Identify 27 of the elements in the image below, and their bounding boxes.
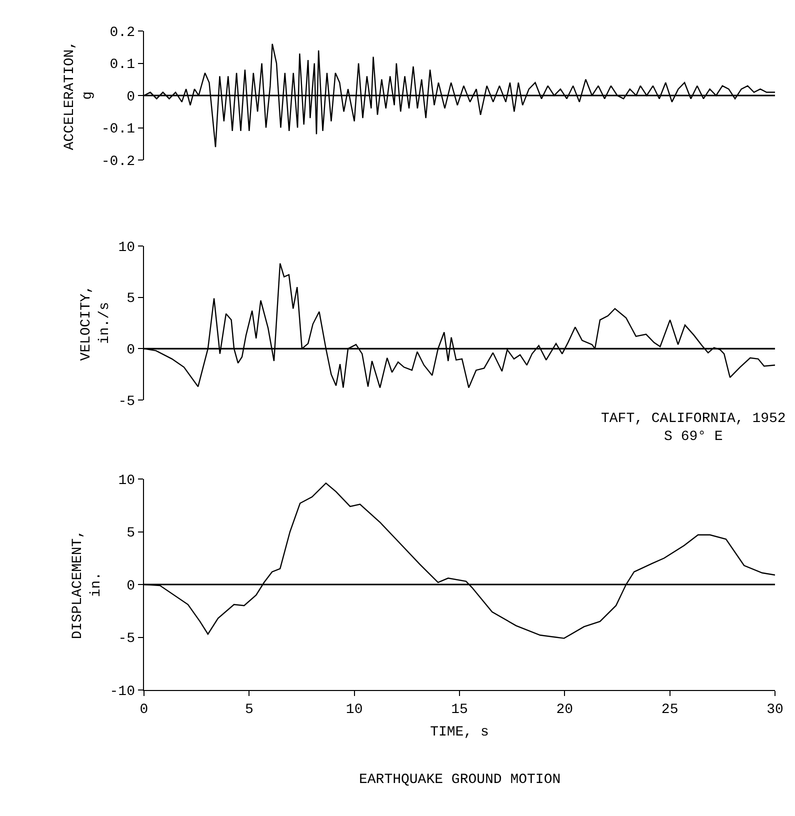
y-axis-title: ACCELERATION, g bbox=[62, 40, 96, 150]
y-tick-label: -0.2 bbox=[101, 154, 135, 170]
y-tick-label: -10 bbox=[110, 684, 135, 700]
x-tick-label: 0 bbox=[140, 702, 148, 718]
y-tick-label: 0 bbox=[126, 89, 135, 106]
text: TAFT, CALIFORNIA, 1952 S 69° E bbox=[601, 411, 786, 446]
x-tick-label: 5 bbox=[244, 702, 254, 718]
x-axis-title: TIME, s bbox=[430, 724, 489, 740]
y-tick-label: 0.1 bbox=[110, 57, 135, 74]
x-tick-label: 20 bbox=[556, 702, 574, 718]
y-tick-label: 5 bbox=[126, 526, 135, 542]
y-tick-label: 0.2 bbox=[110, 24, 135, 41]
x-tick-label: 30 bbox=[766, 702, 784, 718]
text: EARTHQUAKE GROUND MOTION bbox=[359, 772, 561, 788]
y-axis-title: VELOCITY, in./s bbox=[78, 285, 113, 361]
y-tick-label: -0.1 bbox=[101, 122, 135, 138]
y-tick-label: -5 bbox=[118, 394, 135, 410]
y-tick-label: -5 bbox=[118, 631, 135, 648]
x-tick-label: 15 bbox=[451, 702, 468, 718]
x-tick-label: 10 bbox=[346, 702, 363, 718]
y-tick-label: 0 bbox=[126, 342, 135, 359]
x-tick-label: 25 bbox=[661, 702, 678, 718]
y-tick-label: 0 bbox=[126, 578, 135, 594]
y-tick-label: 5 bbox=[126, 291, 135, 308]
y-tick-label: 10 bbox=[118, 472, 135, 489]
y-axis-title: DISPLACEMENT, in. bbox=[70, 530, 104, 640]
y-tick-label: 10 bbox=[118, 240, 135, 256]
